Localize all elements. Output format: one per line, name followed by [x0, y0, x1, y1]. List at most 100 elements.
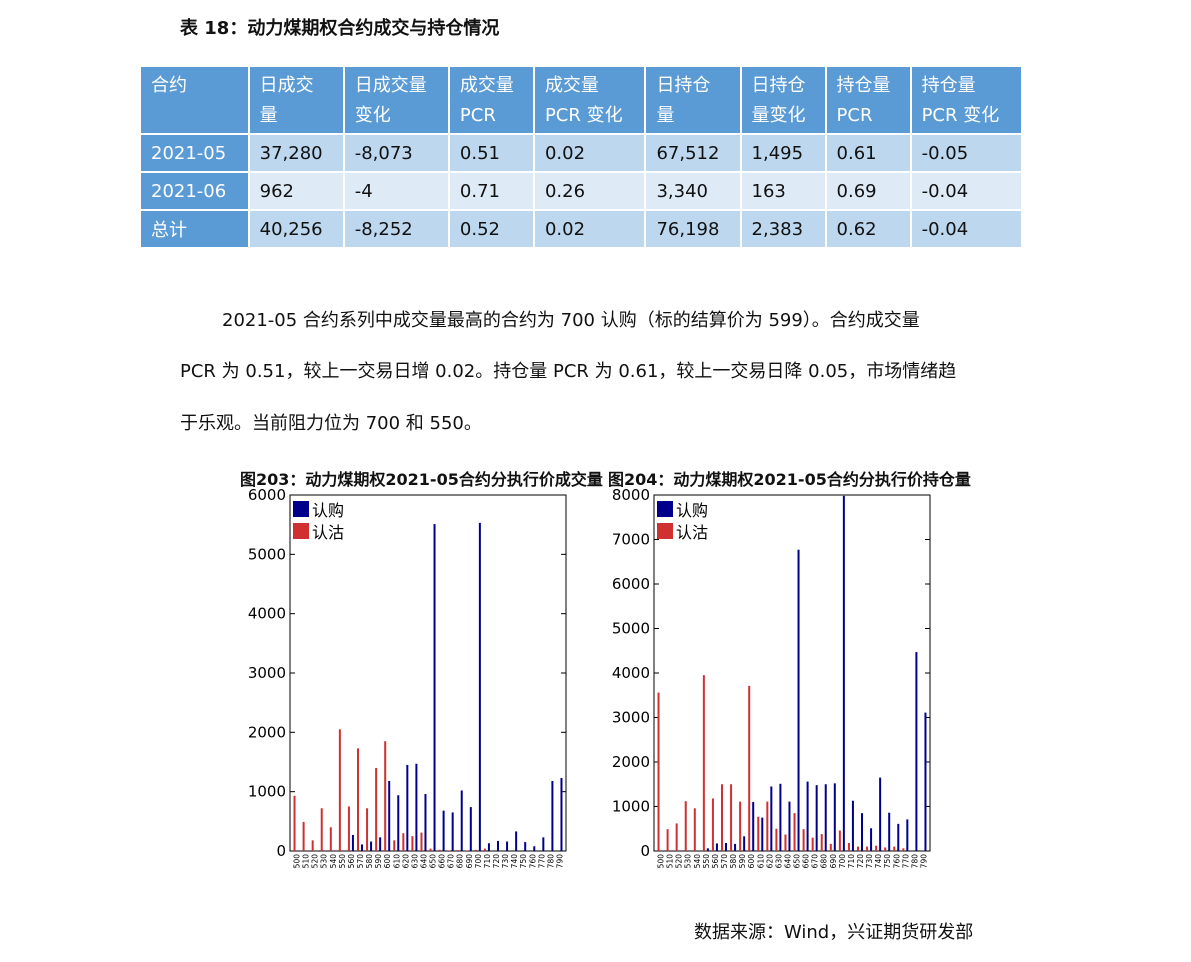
table-row: 总计 40,256 -8,252 0.52 0.02 76,198 2,383 … — [141, 209, 1021, 247]
header-oi-pcr: 持仓量 PCR — [825, 67, 912, 134]
call-bar — [478, 522, 481, 851]
table-row: 2021-05 37,280 -8,073 0.51 0.02 67,512 1… — [141, 133, 1021, 172]
table-header-row: 合约 日成交量 日成交量 变化 成交量 PCR 成交量 PCR 变化 日持仓量 日持仓… — [141, 67, 1021, 134]
x-tick-label: 550 — [338, 854, 347, 869]
y-tick-label: 7000 — [612, 531, 650, 549]
call-bar — [743, 836, 746, 851]
call-bar — [506, 841, 509, 851]
put-bar — [420, 832, 423, 851]
call-bar — [870, 828, 873, 851]
x-tick-label: 630 — [410, 854, 419, 869]
x-tick-label: 720 — [492, 854, 501, 869]
header-contract: 合约 — [141, 67, 250, 134]
call-bar — [469, 807, 472, 851]
call-bar — [797, 549, 800, 851]
header-oi-pcr-change: 持仓量 PCR 变化 — [910, 67, 1021, 134]
table-cell: 1,495 — [740, 133, 827, 172]
table-cell: 0.61 — [825, 133, 912, 172]
put-bar — [320, 808, 323, 851]
put-bar — [721, 784, 723, 851]
x-tick-label: 530 — [320, 854, 329, 869]
table-cell: -4 — [343, 171, 450, 210]
x-tick-label: 600 — [747, 854, 756, 869]
x-tick-label: 540 — [693, 854, 702, 869]
chart-title-open-interest: 图204：动力煤期权2021-05合约分执行价持仓量 — [608, 466, 971, 490]
put-bar — [847, 842, 850, 851]
call-bar — [906, 819, 909, 851]
put-bar — [730, 784, 733, 851]
table-cell: -8,073 — [343, 133, 450, 172]
paragraph-line: PCR 为 0.51，较上一交易日增 0.02。持仓量 PCR 为 0.61，较… — [180, 361, 957, 382]
header-volume-change: 日成交量 变化 — [343, 67, 450, 134]
x-tick-label: 560 — [347, 854, 356, 869]
put-bar — [684, 801, 687, 851]
put-bar — [711, 798, 714, 851]
table-cell: 40,256 — [248, 209, 345, 247]
x-tick-label: 670 — [447, 854, 456, 869]
x-tick-label: 750 — [519, 854, 528, 869]
x-tick-label: 600 — [383, 854, 392, 869]
put-bar — [329, 827, 332, 851]
header-volume-pcr-change: 成交量 PCR 变化 — [533, 67, 647, 134]
call-bar — [515, 831, 518, 851]
call-bar — [725, 842, 727, 851]
header-oi-change: 日持仓 量变化 — [740, 67, 827, 134]
table-cell: 2021-06 — [141, 171, 250, 210]
call-bar — [842, 495, 845, 851]
put-bar — [338, 729, 341, 851]
plot-frame — [653, 494, 931, 852]
x-tick-label: 610 — [756, 854, 765, 869]
call-bar — [370, 841, 373, 851]
call-bar — [533, 846, 536, 851]
call-bar — [460, 790, 463, 851]
x-tick-label: 650 — [793, 854, 802, 869]
y-tick-label: 4000 — [248, 605, 286, 623]
table-cell: -8,252 — [343, 209, 450, 247]
x-tick-label: 680 — [456, 854, 465, 869]
x-tick-label: 790 — [919, 854, 928, 869]
put-bar — [456, 850, 459, 851]
table-cell: 67,512 — [645, 133, 742, 172]
put-bar — [739, 801, 742, 851]
table-row: 2021-06 962 -4 0.71 0.26 3,340 163 0.69 … — [141, 171, 1021, 210]
call-bar — [351, 834, 354, 851]
x-tick-label: 560 — [711, 854, 720, 869]
put-bar — [829, 843, 832, 851]
put-bar — [293, 795, 296, 851]
put-bar — [411, 836, 414, 851]
y-tick-label: 8000 — [612, 486, 650, 504]
call-bar — [924, 712, 927, 851]
x-tick-label: 700 — [838, 854, 847, 869]
x-tick-label: 590 — [738, 854, 747, 869]
table-cell: 962 — [248, 171, 345, 210]
x-tick-label: 730 — [501, 854, 510, 869]
call-bar — [851, 800, 854, 851]
call-bar — [524, 842, 527, 851]
put-bar — [866, 846, 869, 851]
y-tick-label: 4000 — [612, 664, 650, 682]
x-tick-label: 740 — [510, 854, 519, 869]
y-tick-label: 0 — [276, 842, 286, 860]
table-cell: 163 — [740, 171, 827, 210]
call-bar — [415, 763, 418, 851]
call-bar — [888, 812, 891, 851]
x-tick-label: 650 — [429, 854, 438, 869]
table-cell: 2021-05 — [141, 133, 250, 172]
table-cell: 0.02 — [533, 133, 647, 172]
x-tick-label: 660 — [438, 854, 447, 869]
x-tick-label: 510 — [302, 854, 311, 869]
paragraph-line: 2021-05 合约系列中成交量最高的合约为 700 认购（标的结算价为 599… — [222, 310, 920, 331]
call-bar — [424, 794, 427, 851]
put-bar — [438, 849, 441, 851]
x-tick-label: 610 — [392, 854, 401, 869]
legend-put-label: 认沽 — [676, 523, 708, 542]
put-bar — [311, 840, 314, 851]
header-volume-pcr: 成交量 PCR — [448, 67, 535, 134]
put-bar — [675, 823, 678, 851]
x-tick-label: 530 — [684, 854, 693, 869]
put-bar — [357, 748, 359, 851]
x-tick-label: 720 — [856, 854, 865, 869]
table-cell: 37,280 — [248, 133, 345, 172]
y-tick-label: 2000 — [248, 723, 286, 741]
table-cell: 2,383 — [740, 209, 827, 247]
